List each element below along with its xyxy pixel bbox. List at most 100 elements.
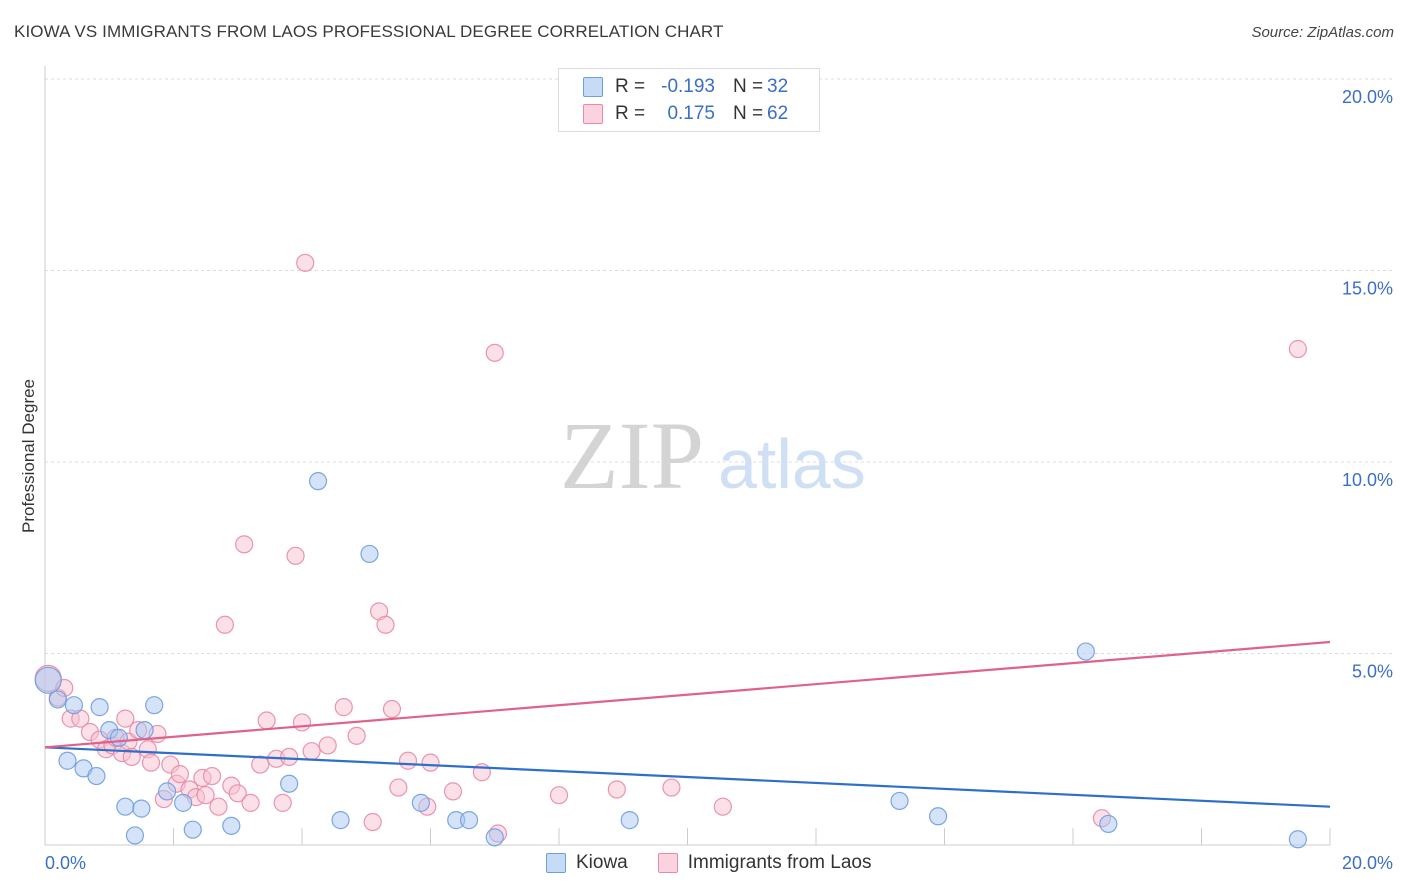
- tick-labels: 5.0% 10.0% 15.0% 20.0% 0.0% 20.0%: [45, 87, 1393, 873]
- watermark-atlas: atlas: [718, 425, 866, 503]
- kiowa-point: [90, 698, 109, 717]
- legend-n-label: N =: [733, 76, 764, 97]
- laos-point: [257, 711, 276, 730]
- legend-row-kiowa: R = -0.193 N = 32: [583, 74, 788, 100]
- laos-point: [443, 782, 463, 801]
- correlation-legend: R = -0.193 N = 32 R = 0.175 N = 62: [558, 68, 820, 132]
- laos-point: [347, 726, 366, 745]
- kiowa-point: [1288, 830, 1307, 849]
- laos-trend-line: [44, 640, 1331, 749]
- series-legend-kiowa: Kiowa: [546, 852, 628, 874]
- laos-point: [215, 615, 234, 634]
- y-tick-label: 5.0%: [1352, 662, 1393, 682]
- series-laos-points: [34, 253, 1307, 843]
- kiowa-point: [280, 774, 299, 793]
- grid-lines: [45, 78, 1393, 654]
- laos-point: [292, 713, 312, 732]
- legend-n-value: 32: [767, 76, 789, 97]
- laos-point: [296, 253, 315, 272]
- series-label-laos: Immigrants from Laos: [687, 852, 872, 873]
- kiowa-point: [360, 544, 379, 564]
- x-tick-label: 20.0%: [1342, 853, 1393, 873]
- legend-r-value: 0.175: [667, 103, 715, 124]
- y-tick-label: 15.0%: [1342, 279, 1393, 299]
- series-legend-laos: Immigrants from Laos: [657, 852, 872, 874]
- kiowa-point: [1099, 814, 1118, 834]
- series-label-kiowa: Kiowa: [576, 852, 628, 873]
- kiowa-point: [87, 766, 106, 786]
- kiowa-point: [183, 820, 202, 839]
- kiowa-point: [145, 696, 164, 715]
- laos-point: [202, 766, 222, 786]
- source-label: Source: ZipAtlas.com: [1251, 24, 1394, 41]
- laos-point: [382, 699, 402, 719]
- series-legend: Kiowa Immigrants from Laos: [546, 852, 901, 874]
- y-tick-label: 20.0%: [1342, 87, 1393, 107]
- laos-point: [235, 535, 254, 554]
- kiowa-point: [308, 472, 328, 491]
- kiowa-point: [620, 811, 639, 830]
- laos-point: [376, 615, 395, 634]
- kiowa-point: [116, 797, 135, 816]
- legend-swatch-kiowa: [583, 77, 603, 97]
- laos-point: [228, 784, 247, 803]
- laos-point: [421, 753, 440, 772]
- kiowa-point: [222, 816, 241, 835]
- kiowa-point: [34, 666, 62, 694]
- kiowa-point: [331, 811, 350, 830]
- laos-point: [389, 778, 408, 797]
- kiowa-point: [125, 826, 145, 845]
- laos-point: [318, 736, 337, 755]
- kiowa-point: [157, 782, 177, 801]
- laos-point: [209, 797, 228, 816]
- legend-r-value: -0.193: [661, 76, 715, 97]
- laos-point: [122, 747, 141, 767]
- x-tick-label: 0.0%: [45, 853, 86, 873]
- y-tick-label: 10.0%: [1342, 470, 1393, 490]
- laos-point: [170, 765, 190, 784]
- legend-swatch-laos: [583, 104, 603, 124]
- kiowa-point: [109, 728, 128, 747]
- legend-r-label: R =: [615, 103, 646, 124]
- kiowa-point: [928, 807, 948, 826]
- legend-r-label: R =: [615, 76, 646, 97]
- laos-point: [363, 812, 382, 832]
- axes: [44, 66, 1331, 846]
- laos-point: [549, 786, 569, 805]
- kiowa-point: [485, 828, 504, 847]
- laos-point: [398, 751, 418, 770]
- kiowa-point: [135, 720, 154, 740]
- kiowa-point: [58, 751, 77, 770]
- kiowa-point: [890, 791, 909, 811]
- kiowa-point: [459, 811, 479, 830]
- watermark: ZIP atlas: [560, 402, 866, 509]
- laos-point: [713, 797, 732, 816]
- kiowa-point: [411, 793, 430, 812]
- kiowa-trend-line: [44, 746, 1331, 808]
- laos-point: [273, 793, 292, 812]
- laos-point: [662, 778, 681, 797]
- laos-point: [141, 753, 161, 772]
- laos-point: [116, 709, 135, 728]
- kiowa-point: [48, 690, 67, 709]
- y-axis-label: Professional Degree: [19, 379, 38, 533]
- legend-n-value: 62: [767, 103, 789, 124]
- laos-point: [607, 780, 626, 799]
- watermark-zip: ZIP: [560, 402, 704, 509]
- kiowa-point: [174, 793, 193, 812]
- series-swatch-laos: [657, 853, 678, 873]
- laos-point: [196, 786, 215, 805]
- series-swatch-kiowa: [546, 853, 566, 873]
- laos-point: [334, 698, 353, 717]
- laos-point: [302, 742, 321, 761]
- legend-n-label: N =: [733, 103, 764, 124]
- chart-title: KIOWA VS IMMIGRANTS FROM LAOS PROFESSION…: [14, 22, 724, 41]
- laos-point: [286, 546, 305, 565]
- trend-lines: [44, 640, 1331, 808]
- laos-point: [1288, 339, 1307, 359]
- kiowa-point: [64, 696, 84, 715]
- kiowa-point: [132, 799, 151, 818]
- laos-point: [251, 755, 270, 774]
- kiowa-point: [1076, 642, 1095, 661]
